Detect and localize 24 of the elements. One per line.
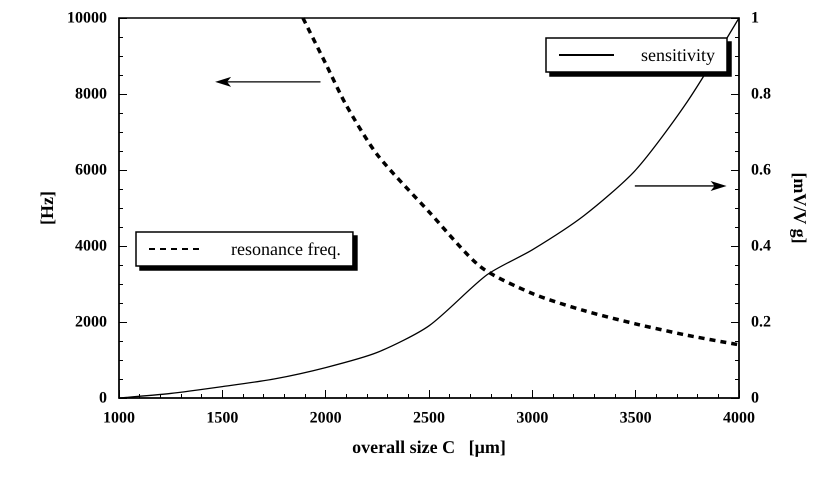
y-tick-label: 10000	[67, 10, 107, 26]
y2-tick-label: 0.4	[751, 238, 771, 254]
legend-label: sensitivity	[640, 45, 716, 65]
y2-tick-label: 0	[751, 390, 759, 406]
y-tick-label: 2000	[75, 314, 107, 330]
x-tick-label: 2500	[413, 410, 445, 426]
y2-tick-label: 0.8	[751, 86, 771, 102]
x-axis-title: overall size C [μm]	[352, 437, 506, 457]
x-tick-label: 4000	[723, 410, 755, 426]
y-tick-label: 4000	[75, 238, 107, 254]
y2-tick-label: 0.2	[751, 314, 771, 330]
y-axis-title: [Hz]	[37, 191, 58, 225]
legend-label: resonance freq.	[231, 239, 341, 259]
y-tick-label: 0	[99, 390, 107, 406]
y2-tick-label: 0.6	[751, 162, 771, 178]
y-tick-label: 6000	[75, 162, 107, 178]
y2-axis-title: [mV/V g]	[790, 172, 810, 244]
x-tick-label: 1000	[103, 410, 135, 426]
x-tick-label: 2000	[310, 410, 342, 426]
x-tick-label: 3500	[620, 410, 652, 426]
y-tick-label: 8000	[75, 86, 107, 102]
y2-tick-label: 1	[751, 10, 759, 26]
x-tick-label: 3000	[516, 410, 548, 426]
x-tick-label: 1500	[206, 410, 238, 426]
